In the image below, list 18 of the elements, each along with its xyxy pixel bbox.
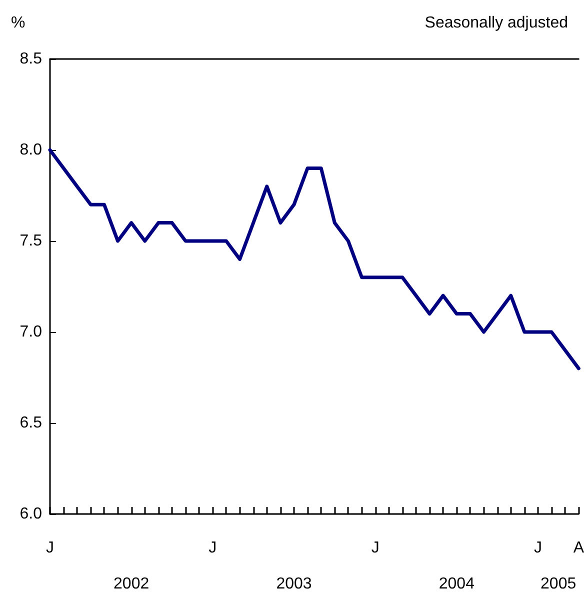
y-tick-label: 6.5	[20, 414, 42, 432]
y-tick-label: 7.5	[20, 232, 42, 250]
y-tick-label: 7.0	[20, 324, 42, 340]
x-tick-label: J	[534, 540, 542, 556]
text: 2004	[438, 576, 475, 592]
text: 2002	[114, 576, 150, 592]
y-axis-title: %	[11, 14, 26, 32]
x-tick-label: J	[46, 540, 54, 556]
y-tick-label: 8.5	[20, 50, 42, 68]
x-tick-label: J	[208, 540, 217, 556]
y-tick-label: 8.0	[20, 142, 42, 158]
line-series	[48, 148, 580, 370]
y-tick-label: 6.0	[20, 506, 42, 522]
x-tick-label: A	[573, 540, 584, 556]
chart-subtitle: Seasonally adjusted	[424, 14, 568, 32]
x-tick-label: J	[371, 540, 380, 556]
text: 2005	[540, 576, 576, 592]
text: 2003	[276, 576, 312, 592]
